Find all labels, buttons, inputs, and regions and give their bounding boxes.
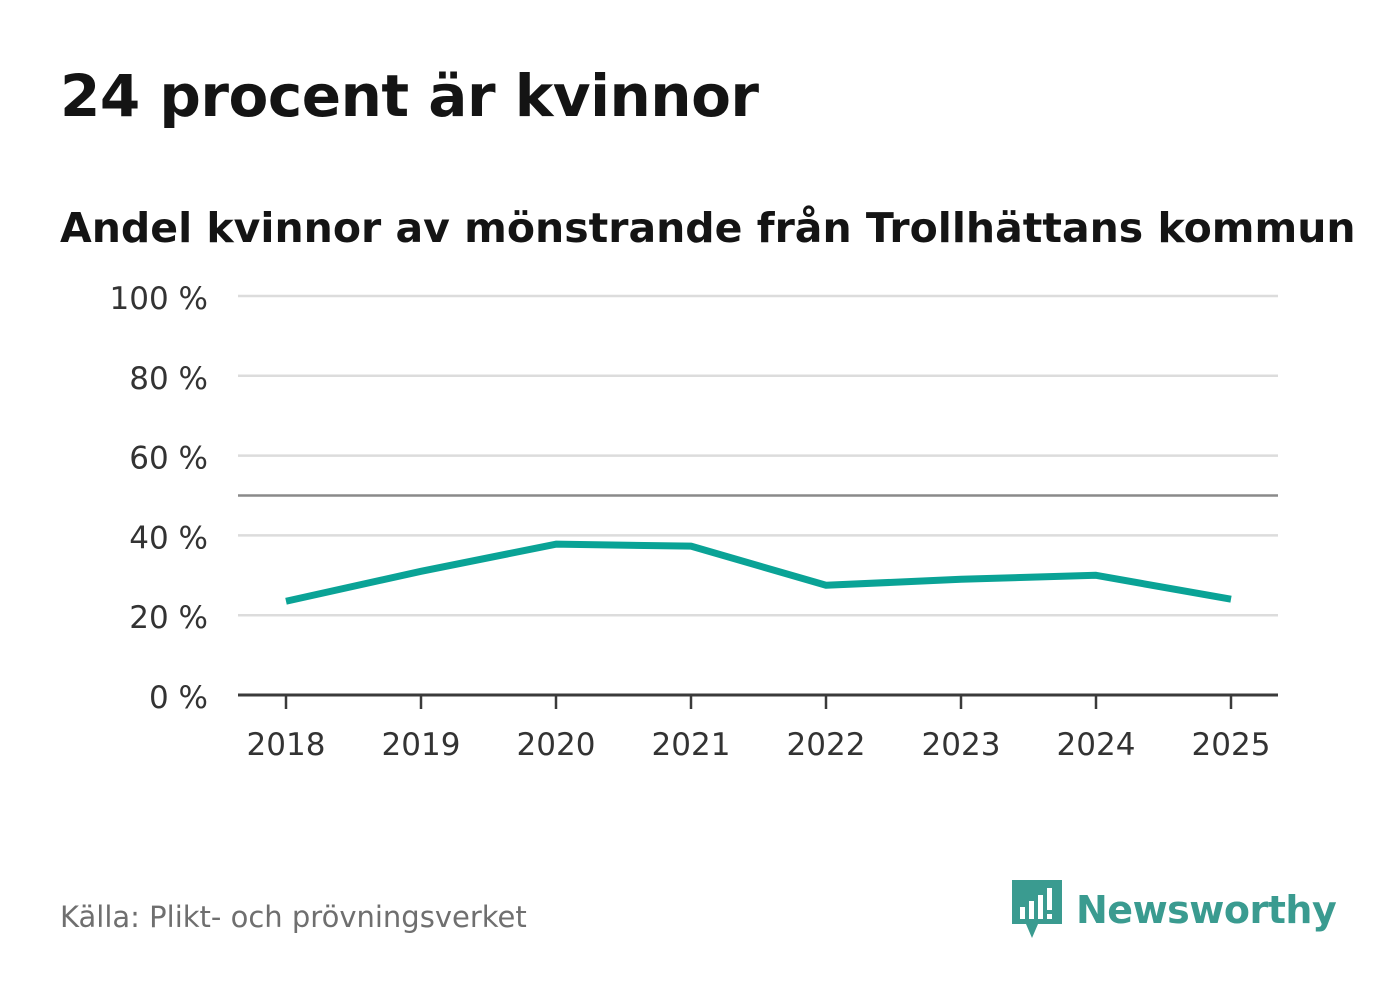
x-tick-label: 2023: [922, 727, 1001, 763]
y-tick-label: 20 %: [129, 600, 208, 636]
x-tick-label: 2022: [787, 727, 866, 763]
y-tick-label: 80 %: [129, 361, 208, 397]
y-tick-label: 0 %: [149, 680, 208, 716]
series-line: [285, 540, 1232, 605]
x-tick-label: 2025: [1192, 727, 1271, 763]
y-tick-label: 100 %: [110, 281, 208, 317]
x-tick-label: 2021: [652, 727, 731, 763]
x-tick-label: 2019: [382, 727, 461, 763]
x-tick-label: 2018: [247, 727, 326, 763]
brand-name: Newsworthy: [1076, 888, 1337, 932]
x-tick-label: 2024: [1057, 727, 1136, 763]
brand-logo[interactable]: Newsworthy: [1012, 880, 1337, 940]
source-note: Källa: Plikt- och prövningsverket: [60, 900, 527, 934]
chart-title: 24 procent är kvinnor: [60, 62, 759, 130]
chart-bubble-icon: [1012, 880, 1062, 938]
y-tick-label: 60 %: [129, 441, 208, 477]
x-tick-label: 2020: [517, 727, 596, 763]
y-tick-label: 40 %: [129, 520, 208, 556]
chart-subtitle: Andel kvinnor av mönstrande från Trollhä…: [60, 204, 1356, 252]
